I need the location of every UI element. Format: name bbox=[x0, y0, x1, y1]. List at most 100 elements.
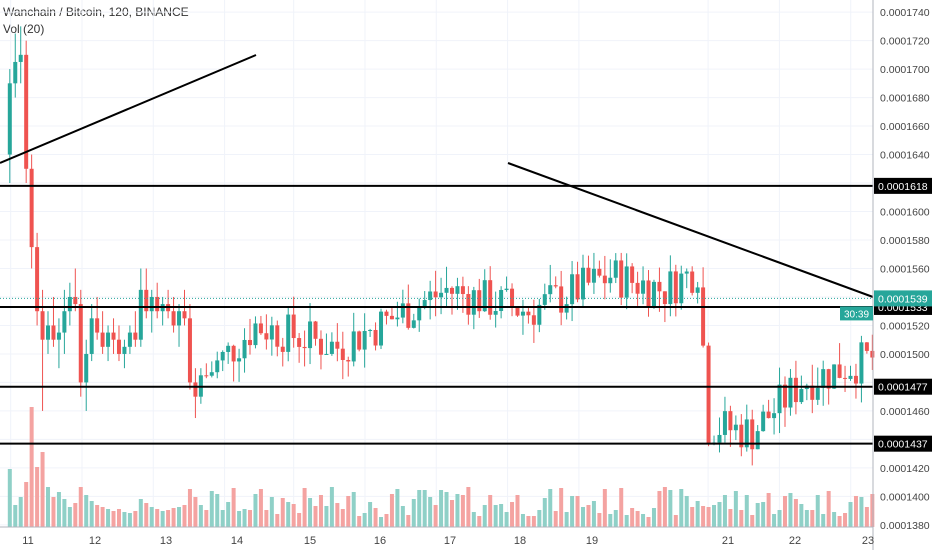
volume-bar bbox=[308, 498, 313, 527]
countdown-tag bbox=[840, 306, 873, 321]
price-tick-label: 0.0001660 bbox=[880, 121, 930, 133]
time-tick-label: 13 bbox=[160, 535, 172, 547]
candle-body bbox=[444, 287, 449, 293]
candle-body bbox=[226, 345, 231, 352]
volume-bar bbox=[18, 497, 23, 527]
candle-body bbox=[782, 384, 787, 408]
candle-body bbox=[826, 369, 831, 389]
volume-bar bbox=[684, 496, 689, 527]
volume-bar bbox=[439, 490, 444, 527]
volume-bar bbox=[171, 508, 176, 527]
level-price-label: 0.0001437 bbox=[878, 439, 928, 451]
candle-body bbox=[155, 296, 160, 312]
volume-bar bbox=[340, 509, 345, 527]
candle-body bbox=[449, 287, 454, 294]
candle-body bbox=[127, 332, 132, 347]
candle-body bbox=[269, 325, 274, 340]
time-tick-label: 17 bbox=[444, 535, 456, 547]
candle-body bbox=[209, 372, 214, 376]
candle-body bbox=[13, 61, 18, 84]
volume-bar bbox=[482, 505, 487, 527]
volume-bar bbox=[313, 506, 318, 527]
volume-bar bbox=[733, 491, 738, 527]
candle-body bbox=[722, 411, 727, 435]
volume-bar bbox=[722, 495, 727, 527]
candle-body bbox=[329, 341, 334, 354]
volume-bar bbox=[591, 501, 596, 527]
candle-body bbox=[144, 289, 149, 312]
volume-bar bbox=[520, 514, 525, 527]
candle-body bbox=[848, 375, 853, 379]
volume-bar bbox=[84, 495, 89, 527]
volume-bar bbox=[209, 491, 214, 527]
candle-body bbox=[308, 321, 313, 349]
candle-body bbox=[460, 286, 465, 295]
candle-body bbox=[864, 342, 869, 351]
candle-body bbox=[777, 384, 782, 414]
volume-bar bbox=[810, 510, 815, 527]
volume-bar bbox=[324, 506, 329, 527]
candle-body bbox=[821, 369, 826, 388]
candle-body bbox=[411, 320, 416, 328]
candle-body bbox=[242, 339, 247, 359]
volume-bar bbox=[237, 511, 242, 527]
price-tick-label: 0.0001500 bbox=[880, 349, 930, 361]
candle-body bbox=[564, 304, 569, 313]
candle-body bbox=[116, 339, 121, 354]
volume-bar bbox=[772, 514, 777, 527]
volume-bar bbox=[564, 512, 569, 527]
candle-body bbox=[466, 294, 471, 315]
candle-body bbox=[264, 333, 269, 340]
volume-bar bbox=[35, 467, 40, 527]
volume-bar bbox=[864, 507, 869, 527]
volume-bar bbox=[832, 512, 837, 527]
volume-bar bbox=[766, 493, 771, 527]
candle-body bbox=[662, 291, 667, 305]
volume-bar bbox=[581, 507, 586, 527]
volume-bar bbox=[782, 496, 787, 527]
candle-body bbox=[630, 266, 635, 283]
candle-body bbox=[542, 294, 547, 305]
candle-body bbox=[597, 268, 602, 276]
volume-bar bbox=[122, 512, 127, 527]
candle-body bbox=[395, 317, 400, 320]
candle-body bbox=[701, 287, 706, 346]
candle-body bbox=[253, 323, 258, 346]
time-tick-label: 15 bbox=[304, 535, 316, 547]
candle-body bbox=[537, 304, 542, 325]
volume-bar bbox=[357, 516, 362, 527]
candle-body bbox=[106, 332, 111, 347]
price-tick-label: 0.0001720 bbox=[880, 36, 930, 48]
candle-body bbox=[602, 275, 607, 284]
candle-body bbox=[657, 281, 662, 292]
trendline bbox=[0, 54, 257, 164]
level-price-tag bbox=[874, 435, 932, 452]
time-tick-label: 11 bbox=[22, 535, 33, 547]
volume-bar bbox=[493, 505, 498, 527]
candle-body bbox=[679, 273, 684, 304]
candle-body bbox=[690, 271, 695, 293]
volume-bar bbox=[460, 495, 465, 527]
volume-bar bbox=[242, 509, 247, 527]
volume-bar bbox=[258, 489, 263, 527]
volume-bar bbox=[400, 506, 405, 527]
volume-bar bbox=[111, 511, 116, 527]
candle-body bbox=[346, 359, 351, 362]
volume-bar bbox=[870, 494, 875, 527]
volume-bar bbox=[657, 491, 662, 527]
volume-bar bbox=[613, 510, 618, 527]
volume-bar bbox=[624, 515, 629, 527]
candle-body bbox=[570, 274, 575, 305]
candle-body bbox=[40, 311, 45, 340]
volume-bar bbox=[712, 505, 717, 527]
volume-bar bbox=[373, 508, 378, 527]
candles bbox=[7, 26, 875, 466]
time-tick-label: 16 bbox=[374, 535, 386, 547]
volume-bar bbox=[815, 495, 820, 527]
volume-bar bbox=[193, 497, 198, 527]
volume-bar bbox=[166, 510, 171, 527]
candle-body bbox=[761, 411, 766, 432]
price-tick-label: 0.0001700 bbox=[880, 64, 930, 76]
candle-body bbox=[84, 353, 89, 383]
